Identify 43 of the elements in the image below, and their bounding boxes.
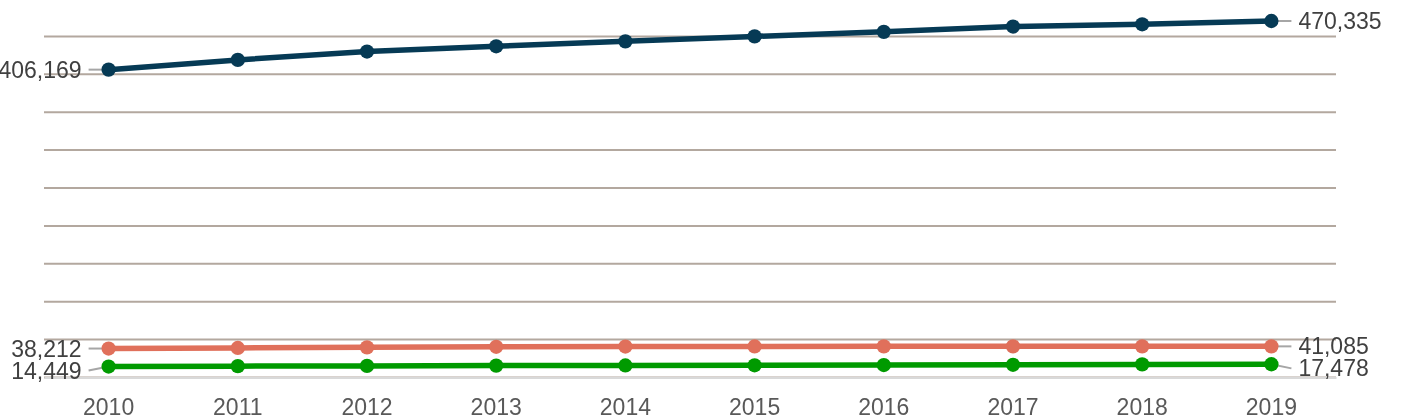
point [359, 340, 375, 355]
data-label: 470,335 [1298, 8, 1382, 35]
x-tick-label: 2012 [341, 393, 393, 419]
point [618, 339, 633, 354]
point [1264, 339, 1279, 354]
point [1005, 19, 1021, 34]
point [876, 339, 891, 354]
point [618, 358, 633, 373]
data-label: 38,212 [11, 335, 82, 362]
x-tick-label: 2014 [599, 393, 652, 419]
point [101, 341, 116, 356]
point [1135, 17, 1150, 32]
point [230, 340, 245, 356]
x-tick-label: 2016 [858, 393, 910, 419]
point [489, 358, 504, 373]
point [359, 44, 375, 59]
point [1264, 357, 1279, 372]
point [359, 358, 375, 374]
point [1005, 357, 1021, 372]
point [230, 52, 245, 68]
x-tick-label: 2015 [729, 393, 781, 419]
point [1005, 339, 1021, 354]
x-tick-label: 2013 [470, 393, 522, 419]
point [618, 34, 633, 49]
point [876, 357, 891, 373]
x-tick-label: 2010 [83, 393, 135, 419]
point [876, 24, 891, 39]
point [101, 359, 116, 374]
point [747, 358, 762, 373]
x-tick-label: 2017 [987, 393, 1039, 419]
point [230, 359, 245, 374]
x-tick-label: 2018 [1116, 393, 1168, 419]
point [489, 339, 504, 354]
point [747, 339, 762, 354]
point [101, 62, 116, 77]
point [489, 39, 504, 54]
point [1264, 13, 1279, 29]
point [1135, 357, 1150, 372]
x-tick-label: 2019 [1245, 393, 1297, 419]
data-label: 41,085 [1298, 333, 1369, 360]
point [747, 29, 762, 44]
point [1135, 339, 1150, 354]
x-tick-label: 2011 [213, 393, 263, 419]
